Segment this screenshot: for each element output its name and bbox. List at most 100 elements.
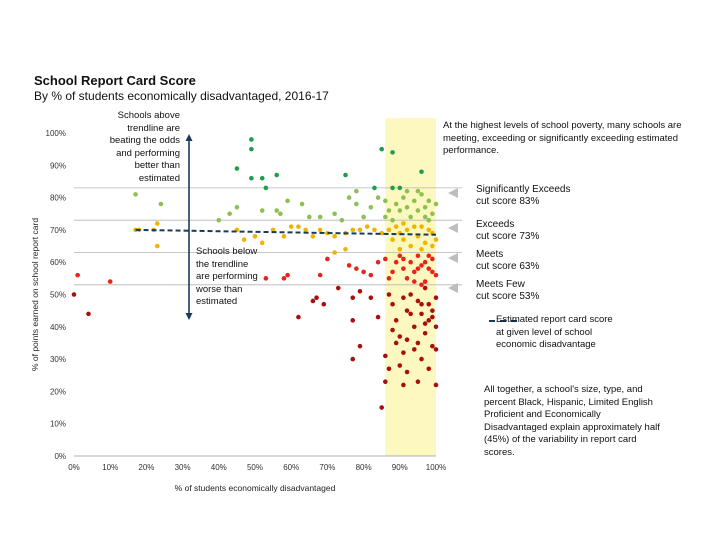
data-point (249, 137, 254, 142)
data-point (343, 246, 348, 252)
y-axis-label: % of points earned on school report card (30, 218, 40, 371)
y-tick-label: 40% (50, 323, 66, 332)
data-point (86, 311, 91, 317)
data-point (426, 227, 432, 233)
data-point (426, 318, 432, 323)
data-point (397, 208, 403, 213)
data-point (288, 224, 294, 229)
data-point (419, 301, 424, 307)
data-point (433, 272, 439, 278)
data-point (259, 240, 265, 246)
data-point (426, 366, 432, 372)
annotation-below-trendline: Schools below the trendline are performi… (196, 246, 258, 307)
data-point (375, 259, 381, 265)
data-point (415, 298, 421, 304)
data-point (71, 292, 77, 297)
data-point (422, 279, 428, 284)
data-point (433, 347, 439, 352)
data-point (401, 195, 406, 200)
high-poverty-highlight (385, 118, 436, 456)
x-tick-label: 50% (247, 463, 263, 472)
y-tick-label: 60% (50, 258, 66, 267)
data-point (426, 217, 432, 223)
data-point (397, 246, 403, 252)
data-point (259, 175, 265, 181)
data-point (75, 272, 80, 278)
data-point (368, 295, 374, 301)
data-point (419, 356, 424, 362)
data-point (383, 379, 388, 385)
data-point (408, 311, 413, 317)
data-point (285, 198, 290, 204)
data-point (386, 276, 392, 281)
arrow-down-icon (185, 313, 193, 320)
data-point (415, 266, 421, 271)
data-point (415, 188, 421, 194)
data-point (227, 211, 232, 217)
data-point (390, 237, 395, 242)
data-point (408, 292, 413, 297)
data-point (379, 146, 385, 152)
data-point (419, 282, 424, 288)
data-point (307, 214, 312, 220)
data-point (408, 259, 413, 265)
data-point (411, 224, 417, 229)
data-point (350, 227, 356, 233)
y-tick-label: 80% (50, 194, 66, 203)
data-point (379, 405, 385, 410)
triangle-marker-icon (448, 223, 458, 233)
note-regression-summary: All together, a school's size, type, and… (484, 384, 660, 458)
data-point (274, 172, 280, 178)
data-point (339, 217, 345, 223)
data-point (422, 285, 428, 291)
data-point (252, 234, 258, 239)
trendline-legend-swatch (489, 320, 517, 322)
cut-label-name: Significantly Exceeds (476, 184, 571, 195)
x-tick-label: 100% (426, 463, 446, 472)
data-point (404, 227, 410, 233)
data-point (357, 343, 363, 349)
x-tick-label: 80% (356, 463, 372, 472)
data-point (357, 227, 363, 233)
data-point (361, 269, 366, 275)
data-point (401, 350, 406, 355)
triangle-marker-icon (448, 188, 458, 198)
data-point (430, 269, 435, 275)
data-point (430, 243, 435, 249)
data-point (299, 201, 305, 207)
data-point (364, 224, 370, 229)
data-point (422, 240, 428, 246)
data-point (401, 237, 406, 242)
data-point (393, 318, 399, 323)
data-point (397, 363, 403, 368)
x-tick-label: 60% (283, 463, 299, 472)
data-point (404, 337, 410, 343)
data-point (234, 204, 240, 210)
x-tick-label: 20% (138, 463, 154, 472)
data-point (415, 208, 421, 213)
data-point (372, 227, 377, 233)
data-point (375, 195, 381, 200)
data-point (350, 295, 356, 301)
data-point (354, 188, 359, 194)
note-high-poverty: At the highest levels of school poverty,… (443, 120, 682, 156)
data-point (332, 250, 337, 255)
data-point (415, 340, 421, 346)
cut-label-score: cut score 53% (476, 291, 540, 302)
data-point (270, 227, 276, 233)
data-point (390, 150, 395, 155)
triangle-marker-icon (448, 253, 458, 263)
data-point (314, 295, 319, 301)
y-tick-label: 90% (50, 161, 66, 170)
x-tick-label: 70% (319, 463, 335, 472)
data-point (249, 175, 254, 181)
data-point (317, 272, 323, 278)
data-point (386, 208, 392, 213)
data-point (368, 204, 374, 210)
data-point (397, 334, 403, 339)
data-point (401, 295, 406, 301)
trendline (135, 228, 437, 236)
data-point (422, 321, 428, 326)
data-point (419, 263, 424, 268)
